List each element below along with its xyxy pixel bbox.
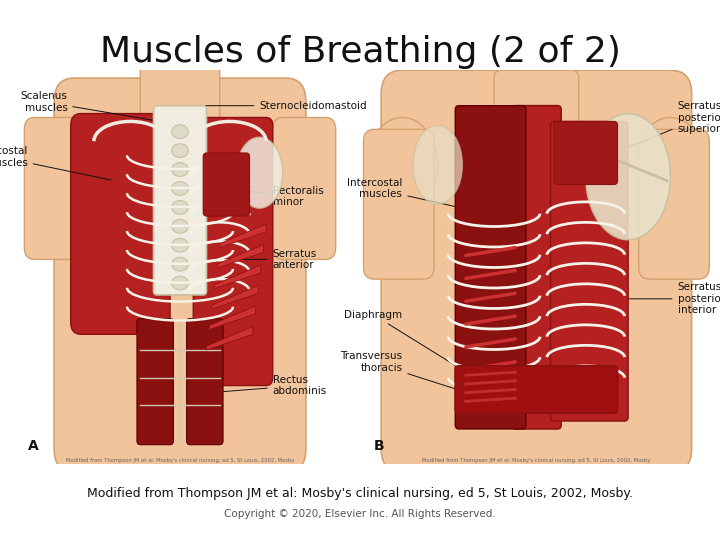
FancyBboxPatch shape bbox=[512, 106, 561, 429]
Ellipse shape bbox=[172, 200, 189, 214]
FancyBboxPatch shape bbox=[203, 153, 250, 216]
Ellipse shape bbox=[172, 181, 189, 195]
Text: Copyright © 2020, Elsevier Inc. All Rights Reserved.: Copyright © 2020, Elsevier Inc. All Righ… bbox=[224, 509, 496, 519]
Ellipse shape bbox=[172, 257, 189, 271]
Text: Pectoralis
minor: Pectoralis minor bbox=[226, 186, 323, 207]
Polygon shape bbox=[217, 245, 264, 268]
FancyBboxPatch shape bbox=[494, 70, 579, 133]
FancyBboxPatch shape bbox=[71, 113, 170, 334]
Ellipse shape bbox=[367, 118, 438, 212]
Ellipse shape bbox=[586, 113, 670, 240]
Text: B: B bbox=[374, 438, 384, 453]
FancyBboxPatch shape bbox=[381, 70, 692, 472]
Polygon shape bbox=[207, 326, 253, 350]
Text: A: A bbox=[27, 438, 38, 453]
FancyBboxPatch shape bbox=[54, 78, 306, 472]
Ellipse shape bbox=[31, 122, 91, 208]
FancyBboxPatch shape bbox=[193, 118, 273, 386]
Ellipse shape bbox=[172, 276, 189, 290]
Ellipse shape bbox=[413, 125, 462, 204]
Text: Serratus
anterior: Serratus anterior bbox=[233, 248, 317, 270]
FancyBboxPatch shape bbox=[186, 319, 223, 445]
FancyBboxPatch shape bbox=[639, 129, 709, 279]
FancyBboxPatch shape bbox=[364, 129, 434, 279]
Ellipse shape bbox=[172, 163, 189, 177]
FancyBboxPatch shape bbox=[455, 366, 618, 413]
Ellipse shape bbox=[172, 144, 189, 158]
FancyBboxPatch shape bbox=[153, 106, 207, 295]
Polygon shape bbox=[209, 306, 256, 329]
FancyBboxPatch shape bbox=[554, 122, 618, 185]
Text: Modified from Thompson JM et al: Mosby's clinical nursing, ed 5, St Louis, 2002,: Modified from Thompson JM et al: Mosby's… bbox=[66, 458, 294, 463]
Text: Transversus
thoracis: Transversus thoracis bbox=[341, 351, 492, 401]
Ellipse shape bbox=[172, 125, 189, 139]
Text: Rectus
abdominis: Rectus abdominis bbox=[202, 375, 327, 396]
FancyBboxPatch shape bbox=[551, 122, 628, 421]
Polygon shape bbox=[212, 286, 258, 309]
Polygon shape bbox=[220, 224, 266, 247]
FancyBboxPatch shape bbox=[24, 118, 87, 259]
Text: Serratus
posterior
superior: Serratus posterior superior bbox=[588, 101, 720, 164]
Polygon shape bbox=[215, 265, 261, 288]
Ellipse shape bbox=[172, 238, 189, 252]
FancyBboxPatch shape bbox=[140, 62, 220, 141]
FancyBboxPatch shape bbox=[137, 319, 174, 445]
Text: Scalenus
muscles: Scalenus muscles bbox=[20, 91, 158, 121]
Text: Modified from Thompson JM et al: Mosby's clinical nursing, ed 5, St Louis, 2002,: Modified from Thompson JM et al: Mosby's… bbox=[87, 487, 633, 500]
Ellipse shape bbox=[236, 137, 283, 208]
FancyBboxPatch shape bbox=[455, 106, 526, 429]
Text: Muscles of Breathing (2 of 2): Muscles of Breathing (2 of 2) bbox=[99, 35, 621, 69]
Ellipse shape bbox=[269, 122, 329, 208]
Ellipse shape bbox=[172, 219, 189, 233]
FancyBboxPatch shape bbox=[273, 118, 336, 259]
Text: Sternocleidomastoid: Sternocleidomastoid bbox=[183, 100, 367, 111]
Text: Serratus
posterior
interior: Serratus posterior interior bbox=[595, 282, 720, 315]
Text: Intercostal
muscles: Intercostal muscles bbox=[0, 146, 111, 180]
Text: Intercostal
muscles: Intercostal muscles bbox=[347, 178, 477, 212]
Ellipse shape bbox=[635, 118, 706, 212]
Text: Modified from Thompson JM et al: Mosby's clinical nursing, ed 5, St Louis, 2002,: Modified from Thompson JM et al: Mosby's… bbox=[422, 458, 651, 463]
Text: Diaphragm: Diaphragm bbox=[344, 309, 492, 388]
